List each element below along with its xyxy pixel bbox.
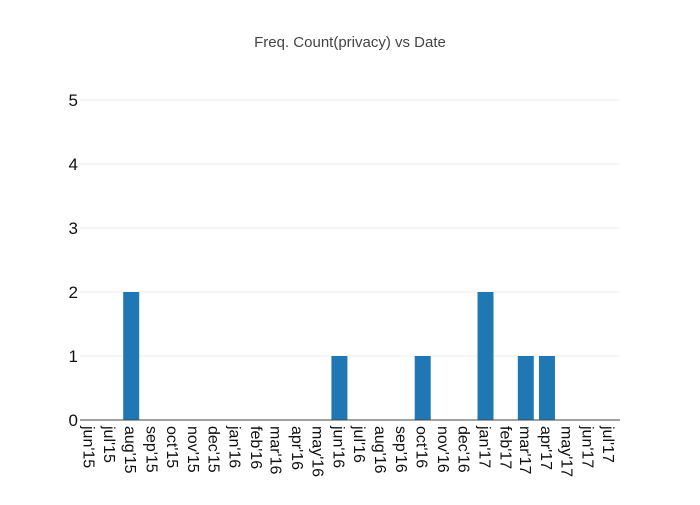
bar bbox=[123, 292, 140, 420]
chart-title: Freq. Count(privacy) vs Date bbox=[254, 34, 446, 51]
x-tick-label: jan'16 bbox=[226, 425, 243, 468]
x-tick-label: feb'17 bbox=[497, 426, 514, 469]
y-axis-ticks: 0 1 2 3 4 5 bbox=[69, 91, 78, 430]
y-tick-label: 5 bbox=[69, 91, 78, 110]
x-tick-label: apr'17 bbox=[537, 426, 554, 470]
x-tick-label: jun'16 bbox=[329, 425, 346, 468]
x-tick-label: jul'15 bbox=[100, 425, 117, 463]
x-tick-label: dec'15 bbox=[204, 426, 221, 473]
bars bbox=[123, 292, 555, 420]
x-tick-label: nov'15 bbox=[184, 426, 201, 473]
x-tick-label: dec'16 bbox=[454, 426, 471, 473]
x-axis-ticks: jun'15 jul'15 aug'15 sep'15 oct'15 nov'15 dec'… bbox=[80, 425, 617, 477]
x-tick-label: jun'15 bbox=[80, 425, 97, 468]
bar bbox=[414, 356, 431, 420]
bar bbox=[331, 356, 348, 420]
bar bbox=[538, 356, 555, 420]
x-tick-label: jun'17 bbox=[579, 425, 596, 468]
x-tick-label: mar'17 bbox=[516, 426, 533, 475]
x-tick-label: may'16 bbox=[308, 426, 325, 477]
x-tick-label: apr'16 bbox=[288, 426, 305, 470]
bar bbox=[517, 356, 534, 420]
y-tick-label: 1 bbox=[69, 347, 78, 366]
y-tick-label: 0 bbox=[69, 411, 78, 430]
grid-lines bbox=[80, 99, 620, 357]
y-tick-label: 3 bbox=[69, 219, 78, 238]
x-tick-label: jul'16 bbox=[350, 425, 367, 463]
y-tick-label: 4 bbox=[69, 155, 78, 174]
x-tick-label: oct'16 bbox=[413, 426, 430, 468]
x-tick-label: mar'16 bbox=[267, 426, 284, 475]
x-tick-label: aug'15 bbox=[121, 426, 138, 474]
x-tick-label: nov'16 bbox=[434, 426, 451, 473]
x-tick-label: jul'17 bbox=[599, 425, 616, 463]
bar bbox=[477, 292, 494, 420]
y-tick-label: 2 bbox=[69, 283, 78, 302]
x-tick-label: feb'16 bbox=[247, 426, 264, 469]
x-tick-label: aug'16 bbox=[371, 426, 388, 474]
x-tick-label: may'17 bbox=[557, 426, 574, 477]
x-tick-label: sep'15 bbox=[142, 426, 159, 473]
x-tick-label: sep'16 bbox=[392, 426, 409, 473]
x-tick-label: oct'15 bbox=[163, 426, 180, 468]
x-tick-label: jan'17 bbox=[476, 425, 493, 468]
